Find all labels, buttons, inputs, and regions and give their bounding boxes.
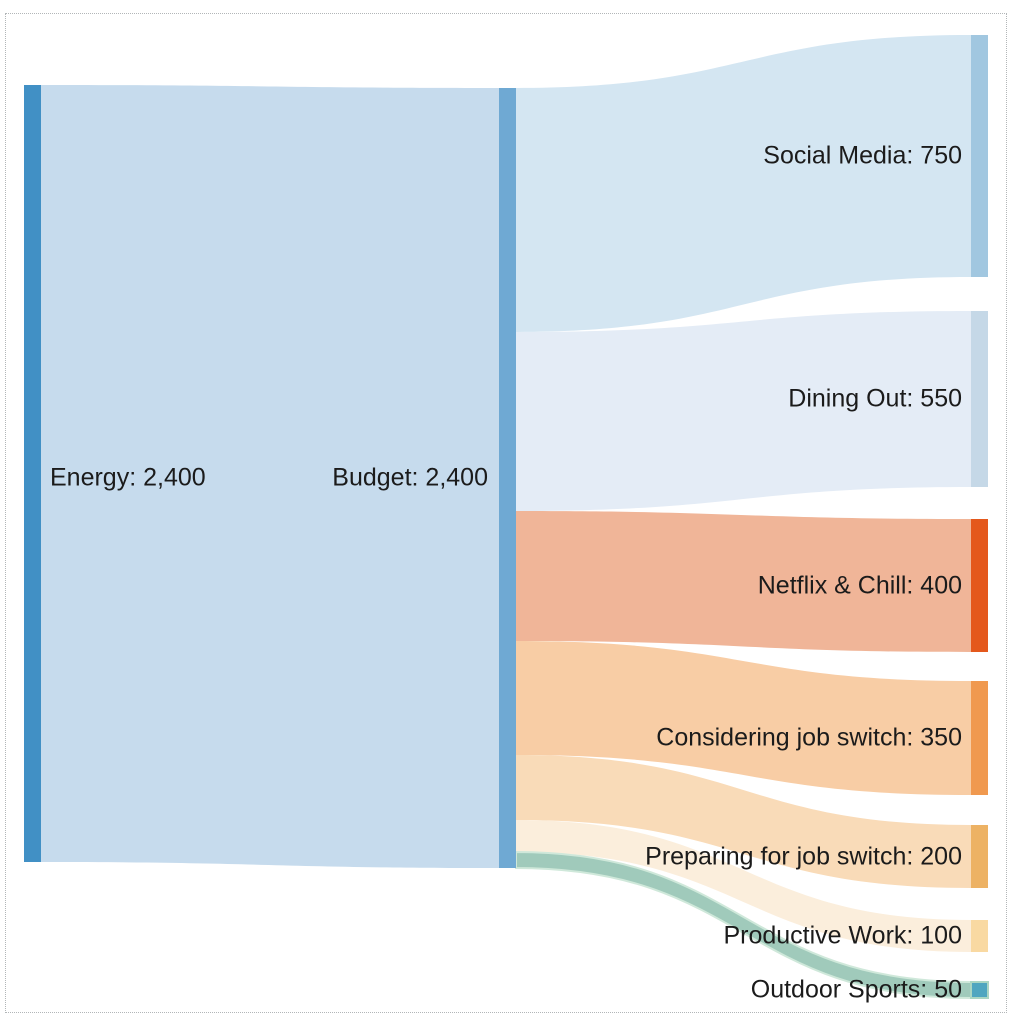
node-considering-job-switch[interactable] <box>971 681 988 795</box>
flow-budget-to-dining-out <box>516 311 971 511</box>
node-budget[interactable] <box>499 88 516 868</box>
label-preparing-job-switch: Preparing for job switch: 200 <box>645 842 962 871</box>
flow-energy-to-budget <box>41 85 499 868</box>
node-dining-out[interactable] <box>971 311 988 487</box>
label-budget: Budget: 2,400 <box>332 463 488 492</box>
label-dining-out: Dining Out: 550 <box>788 384 962 413</box>
flow-budget-to-considering-job-switch <box>516 641 971 795</box>
label-considering-job-switch: Considering job switch: 350 <box>656 723 962 752</box>
node-preparing-job-switch[interactable] <box>971 825 988 888</box>
node-outdoor-sports[interactable] <box>970 981 989 999</box>
node-netflix-chill[interactable] <box>971 519 988 652</box>
node-social-media[interactable] <box>971 35 988 277</box>
node-energy[interactable] <box>24 85 41 862</box>
label-energy: Energy: 2,400 <box>50 463 206 492</box>
label-social-media: Social Media: 750 <box>763 141 962 170</box>
flow-budget-to-preparing-job-switch <box>516 755 971 888</box>
label-outdoor-sports: Outdoor Sports: 50 <box>750 975 962 1004</box>
node-productive-work[interactable] <box>971 920 988 952</box>
label-productive-work: Productive Work: 100 <box>723 921 962 950</box>
flow-budget-to-productive-work <box>516 820 971 952</box>
flow-budget-to-social-media <box>516 35 971 332</box>
flow-budget-to-netflix-chill <box>516 511 971 652</box>
label-netflix-chill: Netflix & Chill: 400 <box>757 571 962 600</box>
